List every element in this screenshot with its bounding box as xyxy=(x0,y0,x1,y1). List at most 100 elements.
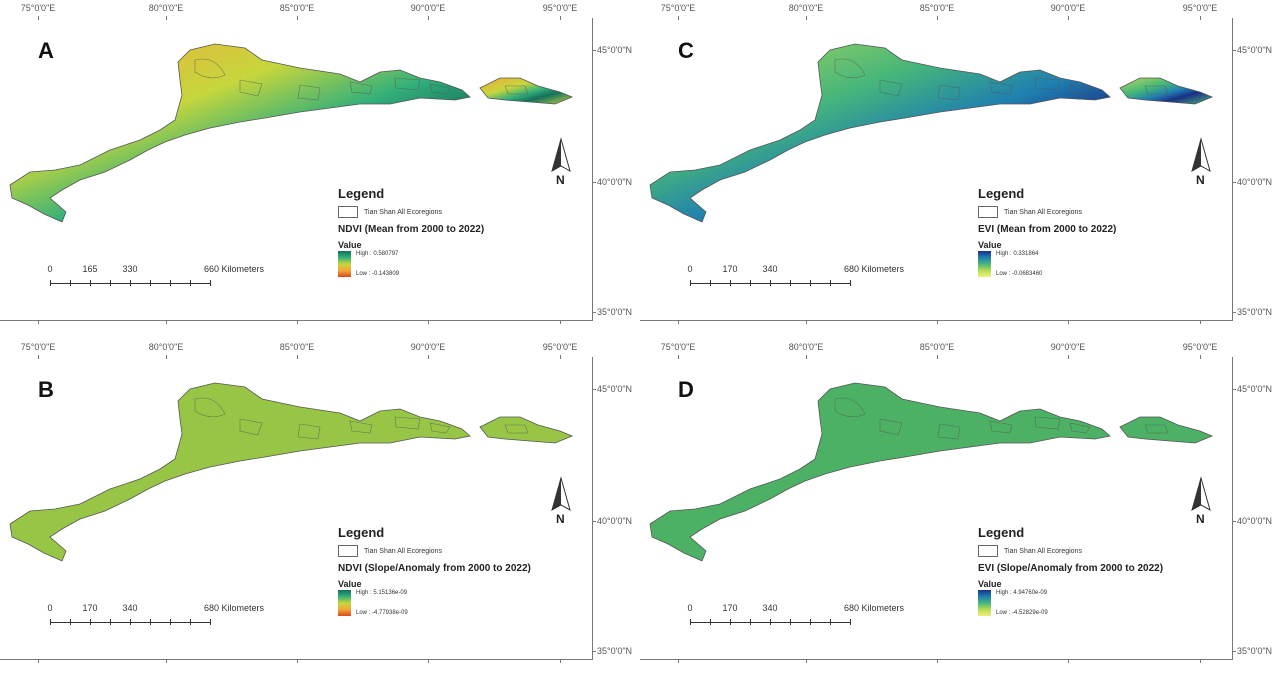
layer-title: NDVI (Mean from 2000 to 2022) xyxy=(338,224,485,235)
lon-label: 95°0'0"E xyxy=(542,342,578,352)
lat-label: 40°0'0"N xyxy=(597,516,633,526)
legend-title: Legend xyxy=(338,525,385,540)
scale-tick xyxy=(730,619,731,625)
ecoregion-swatch xyxy=(338,206,358,218)
lon-label: 90°0'0"E xyxy=(410,342,446,352)
scale-tick xyxy=(850,619,851,625)
legend: Legend Tian Shan All Ecoregions NDVI (Me… xyxy=(338,186,588,281)
value-label: Value xyxy=(338,240,362,250)
ecoregion-swatch xyxy=(978,545,998,557)
lat-label: 40°0'0"N xyxy=(1237,516,1273,526)
scale-label: 0 xyxy=(687,603,693,613)
north-label: N xyxy=(1196,173,1205,187)
scale-tick xyxy=(190,280,191,286)
lon-label: 90°0'0"E xyxy=(1050,342,1086,352)
scale-tick xyxy=(750,619,751,625)
lon-label: 80°0'0"E xyxy=(788,3,824,13)
value-label: Value xyxy=(978,240,1002,250)
lat-label: 35°0'0"N xyxy=(597,646,633,656)
scale-label: 170 xyxy=(722,603,738,613)
scale-tick xyxy=(130,619,131,625)
lon-label: 85°0'0"E xyxy=(279,3,315,13)
scale-label: 680 Kilometers xyxy=(203,603,265,613)
panel-letter: C xyxy=(678,38,694,63)
scale-tick xyxy=(770,280,771,286)
scale-tick xyxy=(50,619,51,625)
scale-tick xyxy=(210,619,211,625)
scale-tick xyxy=(730,280,731,286)
lon-label: 85°0'0"E xyxy=(279,342,315,352)
map-panel-d: 75°0'0"E 80°0'0"E 85°0'0"E 90°0'0"E 95°0… xyxy=(640,339,1280,677)
lon-label: 90°0'0"E xyxy=(1050,3,1086,13)
scale-tick xyxy=(770,619,771,625)
ecoregion-map xyxy=(649,43,1214,223)
scale-tick xyxy=(170,280,171,286)
ecoregion-label: Tian Shan All Ecoregions xyxy=(1004,208,1082,216)
legend-title: Legend xyxy=(338,186,385,201)
lon-label: 75°0'0"E xyxy=(660,342,696,352)
ramp-high-label: High : 0.580797 xyxy=(356,251,399,257)
scale-tick xyxy=(790,619,791,625)
scale-tick xyxy=(750,280,751,286)
value-label: Value xyxy=(978,579,1002,589)
ecoregion-swatch xyxy=(338,545,358,557)
north-label: N xyxy=(556,173,565,187)
ecoregion-map xyxy=(9,43,574,223)
scale-tick xyxy=(690,280,691,286)
ramp-low-label: Low : -4.77938e-09 xyxy=(356,610,408,616)
scale-tick xyxy=(170,619,171,625)
color-ramp xyxy=(978,251,991,277)
ramp-low-label: Low : -0.143809 xyxy=(356,271,400,277)
ramp-high-label: High : 5.15136e-09 xyxy=(356,590,408,596)
map-panel-b: 75°0'0"E 80°0'0"E 85°0'0"E 90°0'0"E 95°0… xyxy=(0,339,640,677)
scale-bar: 0 170 340 680 Kilometers xyxy=(687,603,904,633)
scale-tick xyxy=(150,619,151,625)
scale-tick xyxy=(790,280,791,286)
scale-label: 340 xyxy=(122,603,138,613)
scale-tick xyxy=(90,280,91,286)
scale-label: 0 xyxy=(47,603,53,613)
scale-label: 660 Kilometers xyxy=(203,264,265,274)
scale-tick xyxy=(150,280,151,286)
lat-label: 45°0'0"N xyxy=(1237,45,1273,55)
lon-label: 75°0'0"E xyxy=(20,342,56,352)
scale-tick xyxy=(850,280,851,286)
north-arrow-icon xyxy=(1191,137,1211,173)
layer-title: EVI (Mean from 2000 to 2022) xyxy=(978,224,1117,235)
scale-label: 680 Kilometers xyxy=(843,264,905,274)
scale-label: 0 xyxy=(47,264,53,274)
scale-tick xyxy=(70,619,71,625)
ecoregion-label: Tian Shan All Ecoregions xyxy=(364,547,442,555)
lon-label: 85°0'0"E xyxy=(919,3,955,13)
scale-bar: 0 170 340 680 Kilometers xyxy=(47,603,264,633)
eastern-tian-shan-region xyxy=(1119,416,1214,444)
lat-label: 35°0'0"N xyxy=(1237,646,1273,656)
tian-shan-region xyxy=(649,382,1111,562)
layer-title: NDVI (Slope/Anomaly from 2000 to 2022) xyxy=(338,563,531,574)
scale-tick xyxy=(710,619,711,625)
map-panel-c: 75°0'0"E 80°0'0"E 85°0'0"E 90°0'0"E 95°0… xyxy=(640,0,1280,338)
scale-tick xyxy=(50,280,51,286)
lon-label: 95°0'0"E xyxy=(1182,3,1218,13)
ramp-high-label: High : 4.94760e-09 xyxy=(996,590,1048,596)
color-ramp xyxy=(338,251,351,277)
ecoregion-swatch xyxy=(978,206,998,218)
scale-tick xyxy=(210,280,211,286)
lon-label: 80°0'0"E xyxy=(148,3,184,13)
north-label: N xyxy=(1196,512,1205,526)
value-label: Value xyxy=(338,579,362,589)
lon-label: 90°0'0"E xyxy=(410,3,446,13)
scale-tick xyxy=(70,280,71,286)
scale-tick xyxy=(710,280,711,286)
map-panel-a: 75°0'0"E 80°0'0"E 85°0'0"E 90°0'0"E 95°0… xyxy=(0,0,640,338)
ramp-high-label: High : 0.331864 xyxy=(996,251,1039,257)
panel-letter: B xyxy=(38,377,54,402)
scale-tick xyxy=(190,619,191,625)
scale-label: 680 Kilometers xyxy=(843,603,905,613)
map-frame xyxy=(640,18,1233,321)
map-frame xyxy=(640,357,1233,660)
scale-tick xyxy=(830,280,831,286)
legend: Legend Tian Shan All Ecoregions EVI (Mea… xyxy=(978,186,1228,281)
scale-tick xyxy=(690,619,691,625)
lat-label: 45°0'0"N xyxy=(597,384,633,394)
